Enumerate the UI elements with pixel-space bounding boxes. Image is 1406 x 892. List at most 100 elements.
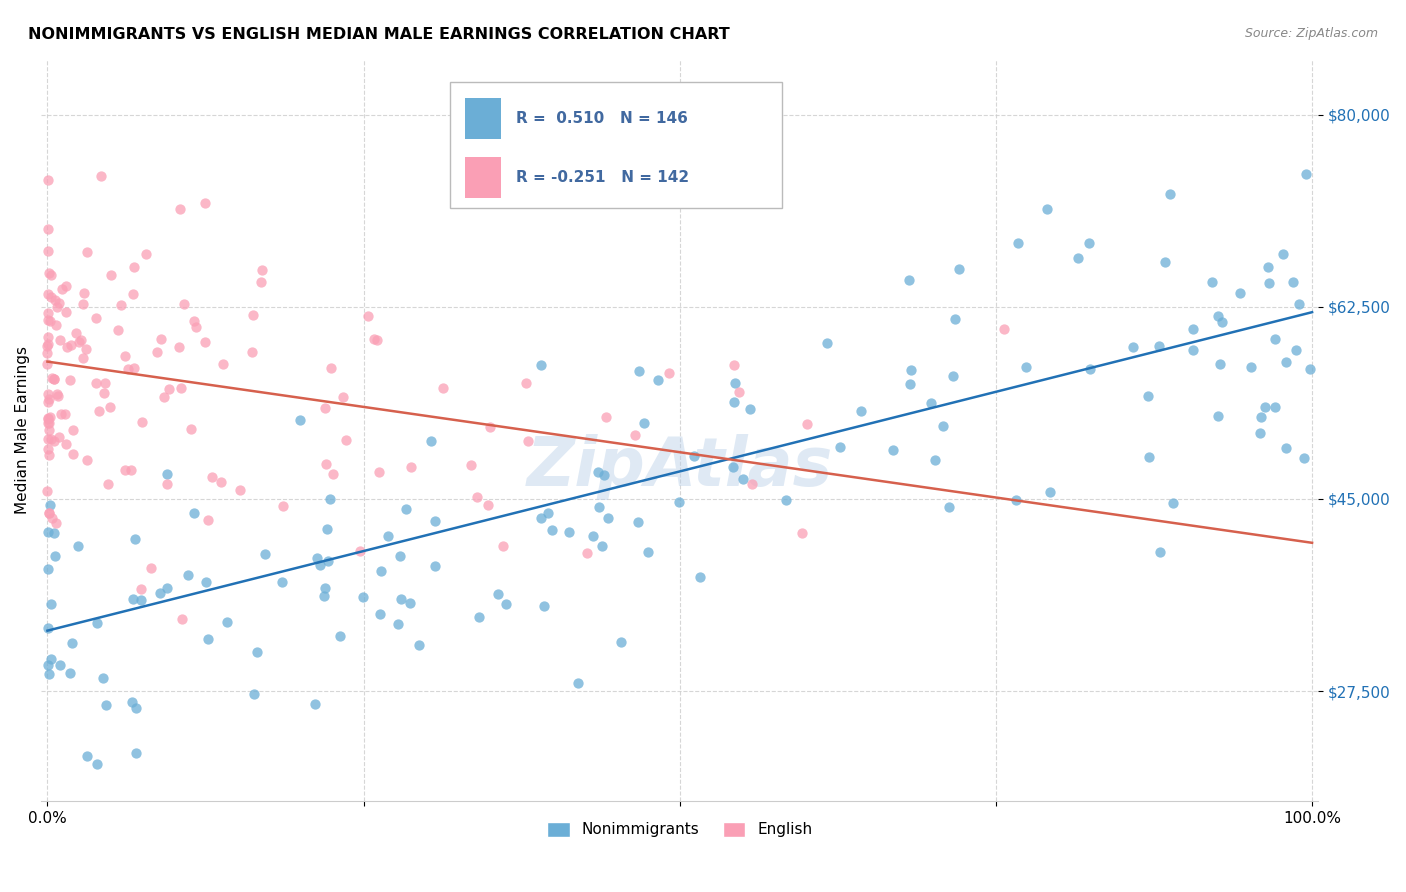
Point	[39, 433, 62, 447]
Point	[62, 446, 84, 460]
Point	[668, 495, 690, 509]
Point	[84, 376, 107, 391]
Point	[1161, 496, 1184, 510]
Point	[898, 376, 921, 391]
Point	[882, 443, 904, 458]
Point	[460, 458, 482, 472]
Point	[1264, 332, 1286, 346]
Point	[1077, 236, 1099, 251]
Point	[177, 567, 200, 582]
Point	[53, 408, 76, 422]
Point	[39, 597, 62, 611]
Point	[73, 285, 96, 300]
Point	[637, 545, 659, 559]
Point	[530, 511, 553, 525]
Point	[37, 339, 59, 353]
Point	[100, 400, 122, 414]
Point	[790, 525, 813, 540]
Point	[157, 382, 180, 396]
Point	[931, 418, 953, 433]
Point	[332, 391, 354, 405]
Legend: Nonimmigrants, English: Nonimmigrants, English	[538, 814, 821, 845]
Point	[647, 374, 669, 388]
Point	[357, 309, 380, 323]
Point	[49, 657, 72, 672]
Point	[37, 442, 59, 456]
Point	[1206, 409, 1229, 423]
Point	[197, 632, 219, 646]
Point	[322, 467, 344, 482]
Point	[628, 364, 651, 378]
Point	[530, 358, 553, 372]
Point	[37, 524, 59, 539]
Point	[121, 695, 143, 709]
Point	[37, 357, 59, 371]
Point	[1209, 357, 1232, 371]
Point	[1147, 339, 1170, 353]
Point	[394, 502, 416, 516]
Point	[271, 500, 294, 514]
Point	[37, 346, 59, 360]
Point	[240, 345, 263, 359]
Point	[75, 342, 97, 356]
Point	[738, 402, 761, 417]
Point	[55, 278, 77, 293]
Point	[567, 675, 589, 690]
Point	[37, 410, 59, 425]
Point	[90, 169, 112, 183]
Point	[943, 311, 966, 326]
Point	[423, 515, 446, 529]
Point	[731, 472, 754, 486]
Point	[38, 667, 60, 681]
Point	[495, 598, 517, 612]
Point	[366, 333, 388, 347]
Point	[486, 587, 509, 601]
Point	[51, 282, 73, 296]
Point	[37, 313, 59, 327]
Point	[517, 434, 540, 449]
Point	[1292, 451, 1315, 466]
Point	[1299, 362, 1322, 376]
Point	[38, 506, 60, 520]
Point	[588, 500, 610, 515]
Point	[194, 335, 217, 350]
Point	[122, 260, 145, 274]
Point	[419, 434, 441, 448]
Point	[1240, 360, 1263, 375]
Point	[479, 419, 502, 434]
Point	[250, 262, 273, 277]
Point	[38, 423, 60, 437]
Point	[1149, 545, 1171, 559]
Point	[541, 524, 564, 538]
Point	[72, 351, 94, 365]
Point	[335, 433, 357, 447]
Point	[41, 290, 63, 304]
Point	[683, 449, 706, 463]
Point	[110, 298, 132, 312]
Point	[69, 333, 91, 347]
Point	[900, 363, 922, 377]
Point	[304, 697, 326, 711]
Point	[167, 340, 190, 354]
Point	[153, 390, 176, 404]
Point	[399, 459, 422, 474]
Point	[39, 268, 62, 283]
Point	[44, 549, 66, 563]
Point	[169, 202, 191, 217]
Point	[65, 326, 87, 341]
Point	[194, 195, 217, 210]
Point	[1039, 484, 1062, 499]
Point	[723, 395, 745, 409]
Point	[37, 337, 59, 351]
Point	[515, 376, 537, 390]
Point	[1206, 309, 1229, 323]
Point	[45, 387, 67, 401]
Point	[122, 286, 145, 301]
Point	[180, 422, 202, 436]
Point	[309, 558, 332, 572]
Point	[37, 395, 59, 409]
Point	[1264, 400, 1286, 414]
Point	[156, 477, 179, 491]
Point	[1181, 343, 1204, 358]
Point	[86, 616, 108, 631]
